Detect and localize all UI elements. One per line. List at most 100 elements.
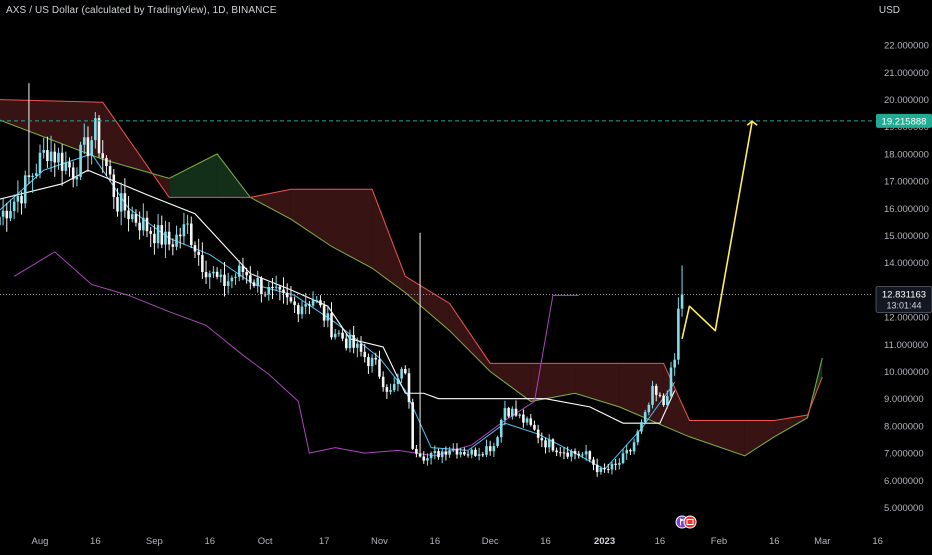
candle — [319, 295, 322, 308]
candle — [492, 442, 496, 458]
candle — [138, 211, 141, 240]
candle — [300, 301, 304, 319]
candle — [42, 137, 45, 159]
candle — [558, 446, 562, 457]
chart-title: AXS / US Dollar (calculated by TradingVi… — [6, 5, 277, 16]
candle — [477, 447, 481, 461]
cloud-segment — [372, 189, 406, 293]
y-tick-label: 10.000000 — [884, 367, 929, 378]
candle — [193, 241, 197, 259]
candle — [38, 144, 42, 179]
candle — [595, 458, 599, 477]
candle — [404, 365, 407, 375]
candle — [274, 275, 278, 291]
candle — [145, 211, 149, 238]
candle — [651, 380, 654, 409]
candle — [230, 275, 234, 289]
candle — [322, 300, 326, 328]
x-tick-label: Sep — [146, 536, 163, 547]
candle — [385, 384, 389, 399]
candle — [618, 458, 621, 470]
earnings-icon[interactable] — [683, 515, 697, 529]
candle — [522, 409, 525, 428]
candle — [370, 354, 374, 373]
candle — [16, 180, 20, 213]
candle — [547, 434, 551, 453]
candle — [529, 414, 533, 427]
y-tick-label: 11.000000 — [884, 340, 928, 351]
candle — [555, 447, 558, 457]
candle — [101, 140, 105, 173]
target-price-label: 19.215888 — [876, 113, 932, 128]
candle — [204, 260, 208, 284]
y-tick-label: 5.000000 — [884, 503, 924, 514]
candle — [610, 461, 614, 475]
x-tick-label: 2023 — [594, 536, 615, 547]
cloud-segment — [331, 189, 373, 269]
candle — [640, 419, 643, 435]
projection-path[interactable] — [681, 121, 753, 340]
candle — [223, 261, 226, 297]
candle — [540, 432, 544, 448]
candle — [363, 343, 367, 363]
ichimoku-cloud — [0, 99, 823, 457]
cloud-segment — [619, 363, 664, 426]
cloud-segment — [530, 363, 576, 402]
x-tick-label: 16 — [430, 536, 441, 547]
candle — [219, 268, 223, 283]
candle — [514, 400, 518, 417]
candle — [496, 435, 499, 448]
candle — [463, 447, 466, 456]
candle — [60, 144, 64, 186]
candle — [411, 398, 414, 451]
candle — [263, 291, 267, 298]
candles — [0, 83, 684, 477]
candle — [189, 216, 193, 249]
cloud-segment — [774, 415, 808, 437]
candle — [588, 450, 592, 463]
candle — [392, 377, 396, 393]
candle — [142, 203, 145, 236]
candle — [444, 446, 448, 461]
candle — [451, 443, 455, 453]
candle — [566, 446, 569, 459]
svg-text:19.215888: 19.215888 — [882, 116, 927, 127]
candle — [455, 443, 459, 459]
candle — [153, 224, 156, 255]
candle — [673, 353, 676, 376]
candle — [629, 448, 632, 456]
candle — [677, 297, 680, 365]
event-markers[interactable] — [675, 515, 697, 529]
y-tick-label: 12.000000 — [884, 313, 929, 324]
time-axis[interactable]: Aug 16 Sep 16 Oct 17 Nov 16 Dec 16 2023 16 Feb 16 Mar 1… — [32, 536, 883, 547]
candle — [175, 225, 178, 251]
candle — [577, 450, 581, 459]
candle — [470, 448, 474, 459]
candle — [1, 198, 5, 226]
candle — [256, 270, 260, 293]
candle — [474, 447, 477, 457]
candle — [31, 173, 34, 193]
candle — [570, 449, 573, 462]
cloud-segment — [405, 276, 450, 331]
candle — [267, 281, 271, 301]
candle — [518, 413, 521, 419]
candle — [201, 242, 204, 279]
candle — [378, 350, 381, 379]
candle — [119, 182, 123, 226]
x-tick-label: 16 — [540, 536, 551, 547]
candle — [341, 328, 344, 342]
candle — [592, 456, 595, 471]
cloud-segment — [0, 99, 103, 160]
y-tick-label: 18.000000 — [884, 149, 929, 160]
candle — [621, 449, 625, 465]
kijun-line — [0, 169, 676, 424]
candle — [533, 420, 536, 431]
candle — [359, 336, 363, 357]
candle — [396, 373, 400, 392]
candle — [215, 267, 219, 280]
candle — [293, 296, 296, 314]
